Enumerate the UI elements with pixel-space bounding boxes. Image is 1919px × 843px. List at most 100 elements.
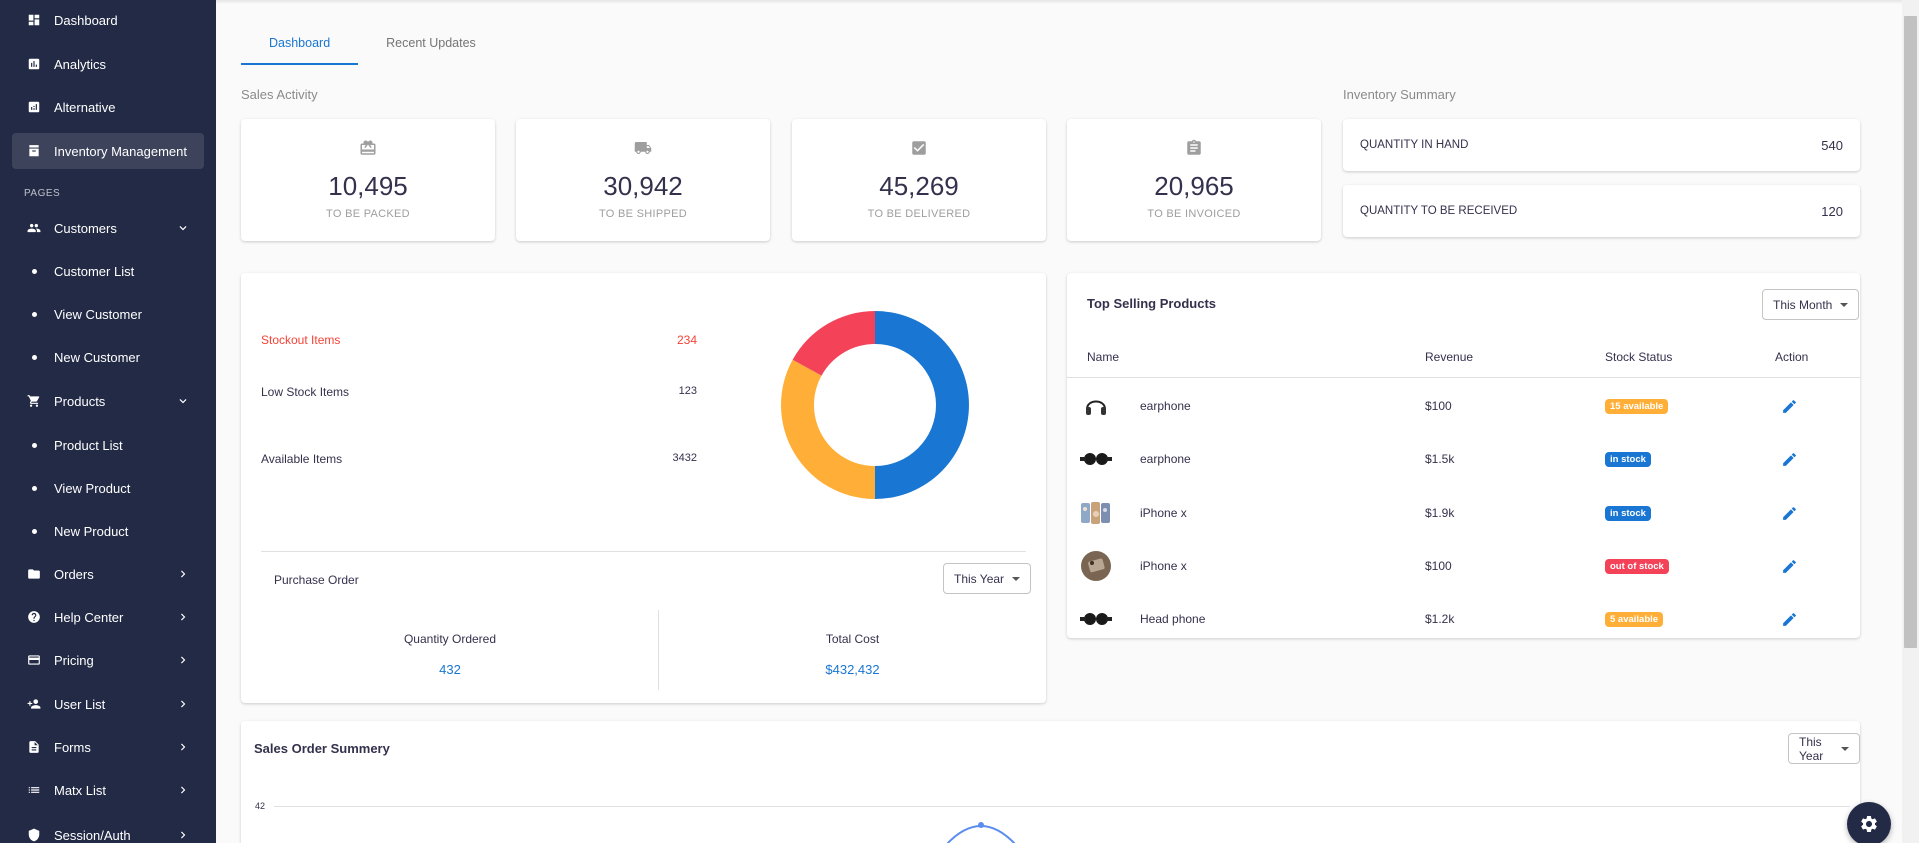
sidebar-item-label: Alternative (54, 99, 116, 115)
package-icon (359, 139, 377, 157)
sidebar-item-forms[interactable]: Forms (12, 729, 204, 765)
chevron-down-icon (176, 394, 190, 408)
tab-bar: Dashboard Recent Updates (241, 28, 504, 65)
edit-icon[interactable] (1781, 451, 1799, 469)
phone-case-image (1080, 498, 1112, 528)
sidebar-item-products[interactable]: Products (12, 383, 204, 419)
sidebar-item-analytics[interactable]: Analytics (12, 46, 204, 82)
sidebar-item-user-list[interactable]: User List (12, 686, 204, 722)
table-row: Head phone $1.2k 5 available (1067, 592, 1860, 645)
chevron-right-icon (176, 740, 190, 754)
settings-fab[interactable] (1847, 802, 1891, 843)
table-row: iPhone x $1.9k in stock (1067, 486, 1860, 539)
dashboard-icon (26, 12, 42, 28)
caret-down-icon (1840, 302, 1849, 307)
inventory-value: 120 (1821, 203, 1843, 219)
bullet-icon (32, 442, 37, 448)
folder-icon (26, 566, 42, 582)
sidebar-item-matx-list[interactable]: Matx List (12, 772, 204, 808)
sidebar-item-inventory-management[interactable]: Inventory Management (12, 133, 204, 169)
product-revenue: $100 (1425, 559, 1452, 573)
edit-icon[interactable] (1781, 505, 1799, 523)
sidebar-item-label: Products (54, 393, 106, 409)
sales-order-filter[interactable]: This Year (1788, 733, 1860, 764)
status-badge: in stock (1605, 506, 1651, 521)
sales-activity-title: Sales Activity (241, 87, 318, 102)
stat-label: TO BE SHIPPED (598, 208, 688, 220)
column-stock-status: Stock Status (1605, 350, 1673, 364)
table-header: Name Revenue Stock Status Action (1067, 338, 1860, 378)
inventory-summary-title: Inventory Summary (1343, 87, 1456, 102)
chevron-right-icon (176, 783, 190, 797)
stat-label: TO BE DELIVERED (867, 208, 971, 220)
analytics-icon (26, 56, 42, 72)
product-name: earphone (1140, 452, 1191, 466)
main-content: Dashboard Recent Updates Sales Activity … (216, 0, 1919, 843)
sidebar-item-label: Pricing (54, 652, 94, 668)
stat-value: 10,495 (328, 171, 408, 201)
edit-icon[interactable] (1781, 611, 1799, 629)
sidebar-item-view-product[interactable]: View Product (12, 470, 204, 506)
edit-icon[interactable] (1781, 558, 1799, 576)
product-name: Head phone (1140, 612, 1206, 626)
stock-donut-chart (781, 311, 969, 499)
top-selling-filter[interactable]: This Month (1762, 289, 1860, 320)
stat-value: 45,269 (879, 171, 959, 201)
donut-slice-stockout-items[interactable] (792, 311, 875, 376)
stat-label: TO BE PACKED (326, 208, 410, 220)
quantity-ordered-label: Quantity Ordered (403, 632, 497, 646)
sidebar-item-new-product[interactable]: New Product (12, 513, 204, 549)
inventory-value: 540 (1821, 137, 1843, 153)
chart-icon (26, 99, 42, 115)
sidebar-item-new-customer[interactable]: New Customer (12, 339, 204, 375)
sidebar-section-label: PAGES (24, 188, 61, 199)
list-icon (26, 782, 42, 798)
tab-recent-updates[interactable]: Recent Updates (386, 36, 476, 50)
tab-dashboard[interactable]: Dashboard (241, 28, 359, 65)
stat-value: 30,942 (603, 171, 683, 201)
sidebar-item-label: New Product (54, 523, 129, 539)
topbar-shadow (216, 0, 1919, 4)
sidebar-item-pricing[interactable]: Pricing (12, 642, 204, 678)
product-revenue: $1.2k (1425, 612, 1455, 626)
users-icon (26, 696, 42, 712)
available-row: Available Items 3432 (261, 452, 697, 466)
purchase-order-title: Purchase Order (274, 573, 359, 587)
sidebar-item-label: Dashboard (54, 12, 118, 28)
stock-overview-card: Stockout Items 234 Low Stock Items 123 A… (241, 273, 1046, 703)
sidebar-item-product-list[interactable]: Product List (12, 427, 204, 463)
edit-icon[interactable] (1781, 398, 1799, 416)
sidebar-item-customers[interactable]: Customers (12, 210, 204, 246)
stat-card-delivered: 45,269 TO BE DELIVERED (792, 119, 1046, 241)
inventory-label: QUANTITY IN HAND (1360, 139, 1469, 151)
column-action: Action (1775, 350, 1809, 364)
bullet-icon (32, 354, 37, 360)
sidebar-item-session-auth[interactable]: Session/Auth (12, 817, 204, 843)
stockout-row: Stockout Items 234 (261, 333, 697, 347)
sidebar-item-orders[interactable]: Orders (12, 556, 204, 592)
chart-gridline (274, 806, 1850, 807)
security-icon (26, 827, 42, 843)
stock-label: Low Stock Items (261, 385, 350, 399)
donut-slice-available-items[interactable] (875, 311, 969, 499)
sidebar-item-dashboard[interactable]: Dashboard (12, 2, 204, 38)
sidebar-item-label: Customer List (54, 263, 135, 279)
sidebar-item-help-center[interactable]: Help Center (12, 599, 204, 635)
y-axis-tick: 42 (255, 801, 266, 811)
total-cost-value: $432,432 (825, 662, 880, 677)
sidebar-item-view-customer[interactable]: View Customer (12, 296, 204, 332)
sidebar-item-label: Orders (54, 566, 94, 582)
sidebar-item-customer-list[interactable]: Customer List (12, 253, 204, 289)
donut-slice-low-stock-items[interactable] (781, 359, 875, 499)
headphone-image (1080, 391, 1112, 421)
status-badge: in stock (1605, 452, 1651, 467)
scrollbar-thumb[interactable] (1904, 16, 1917, 648)
purchase-order-filter[interactable]: This Year (943, 563, 1032, 594)
sidebar-item-alternative[interactable]: Alternative (12, 89, 204, 125)
top-selling-title: Top Selling Products (1087, 296, 1217, 311)
gear-icon (1859, 814, 1879, 834)
column-revenue: Revenue (1425, 350, 1474, 364)
product-name: earphone (1140, 399, 1191, 413)
divider (261, 551, 1026, 552)
product-revenue: $1.5k (1425, 452, 1455, 466)
